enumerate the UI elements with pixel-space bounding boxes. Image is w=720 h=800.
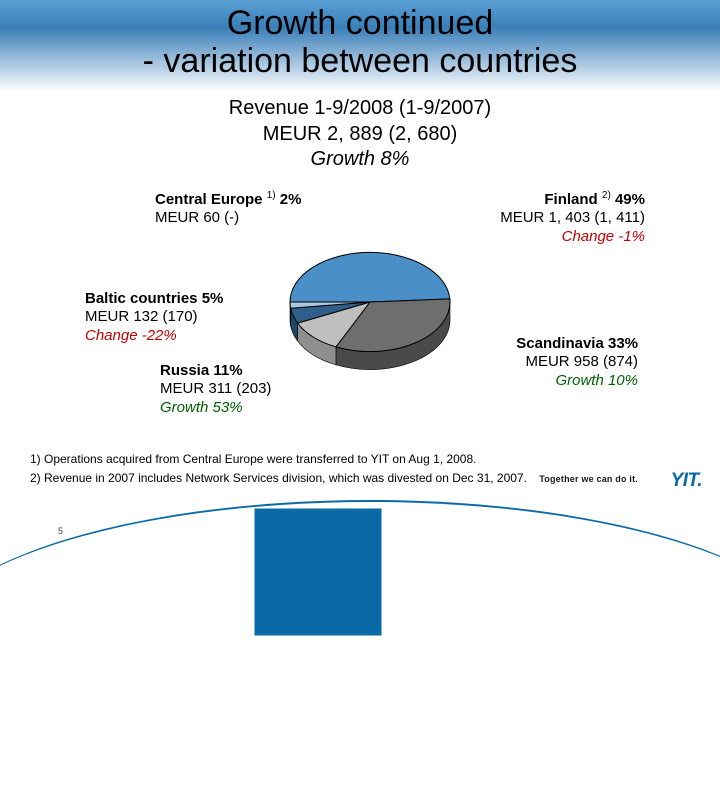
logo: YIT. [671,470,702,492]
label-scandinavia: Scandinavia 33% MEUR 958 (874) Growth 10… [468,335,638,390]
label-finland: Finland 2) 49% MEUR 1, 403 (1, 411) Chan… [475,190,645,246]
label-meur: MEUR 958 (874) [468,353,638,371]
label-growth: Growth 53% [160,399,271,417]
page-title: Growth continued - variation between cou… [0,4,720,80]
title-line-2: - variation between countries [143,42,578,80]
footnote-1: 1) Operations acquired from Central Euro… [30,450,527,469]
title-line-1: Growth continued [227,4,494,42]
tagline: Together we can do it. [539,474,638,484]
label-growth: Change -22% [85,327,223,345]
label-baltic: Baltic countries 5% MEUR 132 (170) Chang… [85,290,223,345]
label-meur: MEUR 132 (170) [85,308,223,326]
label-title: Baltic countries 5% [85,290,223,308]
label-title: Russia 11% [160,362,271,380]
pie-chart [280,230,460,380]
footnote-2: 2) Revenue in 2007 includes Network Serv… [30,469,527,488]
page-number: 5 [58,526,63,536]
label-russia: Russia 11% MEUR 311 (203) Growth 53% [160,362,271,417]
label-central-europe: Central Europe 1) 2% MEUR 60 (-) [155,190,301,228]
label-meur: MEUR 60 (-) [155,209,301,227]
label-meur: MEUR 311 (203) [160,380,271,398]
label-growth: Growth 10% [468,372,638,390]
label-title: Central Europe 1) 2% [155,190,301,209]
logo-text: YIT [671,470,698,491]
label-title: Finland 2) 49% [475,190,645,209]
subtitle-line-2: MEUR 2, 889 (2, 680) [263,123,458,145]
subtitle-line-1: Revenue 1-9/2008 (1-9/2007) [229,97,491,119]
logo-dot: . [697,470,702,491]
footnotes: 1) Operations acquired from Central Euro… [30,450,527,487]
subtitle: Revenue 1-9/2008 (1-9/2007) MEUR 2, 889 … [0,96,720,173]
subtitle-growth: Growth 8% [311,148,410,170]
footer-arc [0,500,720,800]
label-growth: Change -1% [475,228,645,246]
label-meur: MEUR 1, 403 (1, 411) [475,209,645,227]
label-title: Scandinavia 33% [468,335,638,353]
